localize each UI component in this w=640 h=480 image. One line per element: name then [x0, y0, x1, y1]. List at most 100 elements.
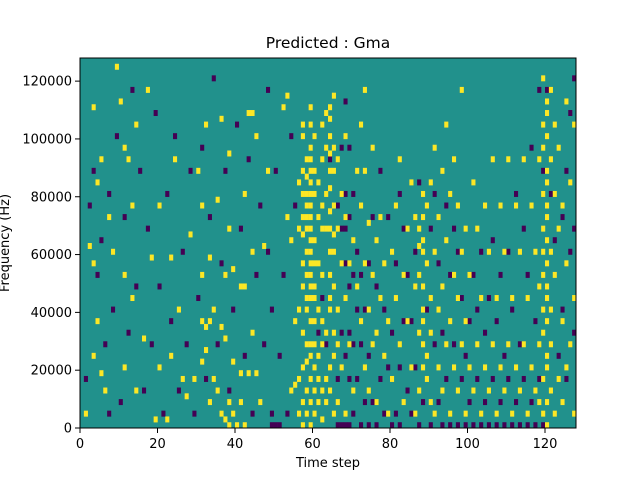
heatmap-cell-high	[409, 364, 414, 371]
heatmap-cell-high	[316, 214, 321, 221]
heatmap-cell-high	[169, 254, 174, 261]
heatmap-cell-high	[331, 92, 336, 99]
heatmap-cell-high	[343, 295, 348, 302]
heatmap-cell-high	[328, 167, 333, 174]
heatmap-cell-low	[475, 375, 480, 382]
heatmap-cell-low	[529, 144, 534, 151]
heatmap-cell-low	[397, 190, 402, 197]
heatmap-cell-high	[417, 243, 422, 249]
heatmap-cell-high	[432, 410, 437, 417]
heatmap-cell-high	[320, 318, 325, 325]
heatmap-cell-low	[494, 318, 499, 325]
heatmap-cell-low	[347, 144, 352, 151]
heatmap-cell-high	[227, 422, 232, 429]
heatmap-cell-low	[180, 248, 185, 255]
heatmap-cell-high	[490, 156, 495, 163]
heatmap-cell-high	[308, 121, 313, 128]
heatmap-cell-high	[300, 214, 305, 221]
heatmap-cell-high	[266, 167, 271, 174]
heatmap-cell-high	[331, 202, 336, 209]
heatmap-cell-high	[99, 156, 104, 163]
heatmap-cell-low	[107, 190, 112, 197]
heatmap-cell-high	[91, 260, 96, 267]
heatmap-cell-high	[285, 92, 290, 99]
heatmap-cell-high	[320, 416, 325, 423]
heatmap-cell-low	[405, 271, 410, 278]
heatmap-cell-high	[560, 318, 565, 325]
heatmap-cell-high	[308, 190, 313, 197]
heatmap-cell-high	[300, 260, 305, 267]
heatmap-cell-low	[153, 110, 158, 117]
heatmap-cell-high	[103, 387, 108, 394]
heatmap-cell-low	[138, 167, 143, 174]
heatmap-cell-high	[545, 399, 550, 406]
heatmap-cell-high	[514, 364, 519, 371]
heatmap-cell-high	[560, 399, 565, 406]
heatmap-cell-low	[351, 410, 356, 417]
heatmap-cell-low	[374, 422, 379, 429]
heatmap-cell-low	[339, 422, 344, 429]
heatmap-cell-low	[126, 329, 131, 336]
heatmap-cell-low	[91, 167, 96, 174]
heatmap-cell-high	[475, 341, 480, 348]
heatmap-cell-high	[459, 86, 464, 93]
heatmap-cell-low	[343, 190, 348, 197]
heatmap-cell-high	[227, 399, 232, 406]
y-tick-label: 100000	[22, 132, 72, 147]
heatmap-cell-high	[293, 318, 298, 325]
heatmap-cell-high	[200, 358, 205, 365]
heatmap-cell-high	[145, 86, 150, 93]
heatmap-cell-low	[335, 202, 340, 209]
heatmap-cell-high	[107, 214, 112, 221]
heatmap-cell-high	[529, 202, 534, 209]
heatmap-cell-low	[568, 248, 573, 255]
heatmap-cell-high	[331, 231, 336, 238]
heatmap-cell-low	[459, 375, 464, 382]
heatmap-cell-high	[362, 86, 367, 93]
heatmap-cell-high	[312, 167, 317, 174]
heatmap-cell-low	[545, 86, 550, 93]
heatmap-cell-high	[304, 214, 309, 221]
heatmap-cell-low	[417, 422, 422, 429]
heatmap-cell-high	[258, 399, 263, 406]
heatmap-cell-high	[231, 266, 236, 273]
heatmap-cell-high	[211, 306, 216, 313]
heatmap-cell-high	[331, 283, 336, 290]
heatmap-cell-high	[502, 248, 507, 255]
heatmap-cell-high	[204, 323, 209, 330]
heatmap-cell-high	[444, 341, 449, 348]
heatmap-cell-high	[328, 364, 333, 371]
x-tick-label: 40	[227, 437, 244, 452]
heatmap-cell-high	[347, 341, 352, 348]
heatmap-cell-high	[316, 375, 321, 382]
heatmap-cell-high	[428, 295, 433, 302]
heatmap-cell-low	[359, 341, 364, 348]
heatmap-cell-low	[409, 410, 414, 417]
heatmap-cell-high	[308, 283, 313, 290]
heatmap-cell-high	[200, 318, 205, 325]
heatmap-cell-high	[467, 364, 472, 371]
heatmap-cell-high	[324, 110, 329, 117]
heatmap-cell-low	[552, 237, 557, 244]
heatmap-cell-high	[556, 144, 561, 151]
heatmap-cell-low	[428, 422, 433, 429]
heatmap-cell-high	[308, 271, 313, 278]
heatmap-cell-high	[343, 133, 348, 140]
heatmap-cell-high	[552, 121, 557, 128]
heatmap-cell-high	[165, 416, 170, 423]
heatmap-cell-high	[215, 196, 220, 203]
heatmap-cell-low	[502, 352, 507, 359]
heatmap-cell-high	[91, 352, 96, 359]
heatmap-cell-low	[324, 341, 329, 348]
heatmap-cell-high	[421, 306, 426, 313]
heatmap-cell-high	[207, 399, 212, 406]
heatmap-cell-high	[324, 190, 329, 197]
heatmap-cell-high	[312, 410, 317, 417]
heatmap-cell-low	[176, 387, 181, 394]
heatmap-cell-low	[269, 410, 274, 417]
heatmap-cell-high	[312, 260, 317, 267]
heatmap-cells	[83, 63, 577, 429]
heatmap-cell-high	[541, 121, 546, 128]
heatmap-cell-high	[281, 104, 286, 111]
heatmap-cell-high	[308, 156, 313, 163]
